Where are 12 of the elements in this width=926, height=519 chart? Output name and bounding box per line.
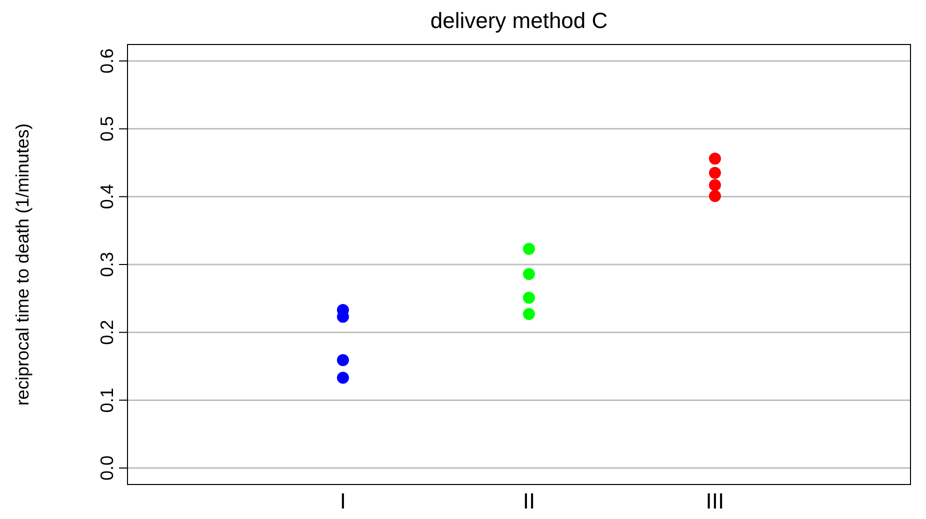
x-tick-label: II xyxy=(522,488,536,514)
y-tick-label: 0.3 xyxy=(97,252,117,278)
x-tick-label: III xyxy=(706,488,724,514)
y-tick-label: 0.0 xyxy=(97,456,117,481)
y-tick-label: 0.5 xyxy=(97,116,117,142)
chart-title: delivery method C xyxy=(429,8,609,34)
y-axis-title: reciprocal time to death (1/minutes) xyxy=(12,123,32,406)
y-tick-label: 0.1 xyxy=(97,388,117,413)
y-tick-label: 0.6 xyxy=(97,48,117,74)
y-tick-label: 0.2 xyxy=(97,320,117,345)
x-tick-label: I xyxy=(340,488,346,514)
y-tick-label: 0.4 xyxy=(97,184,117,210)
